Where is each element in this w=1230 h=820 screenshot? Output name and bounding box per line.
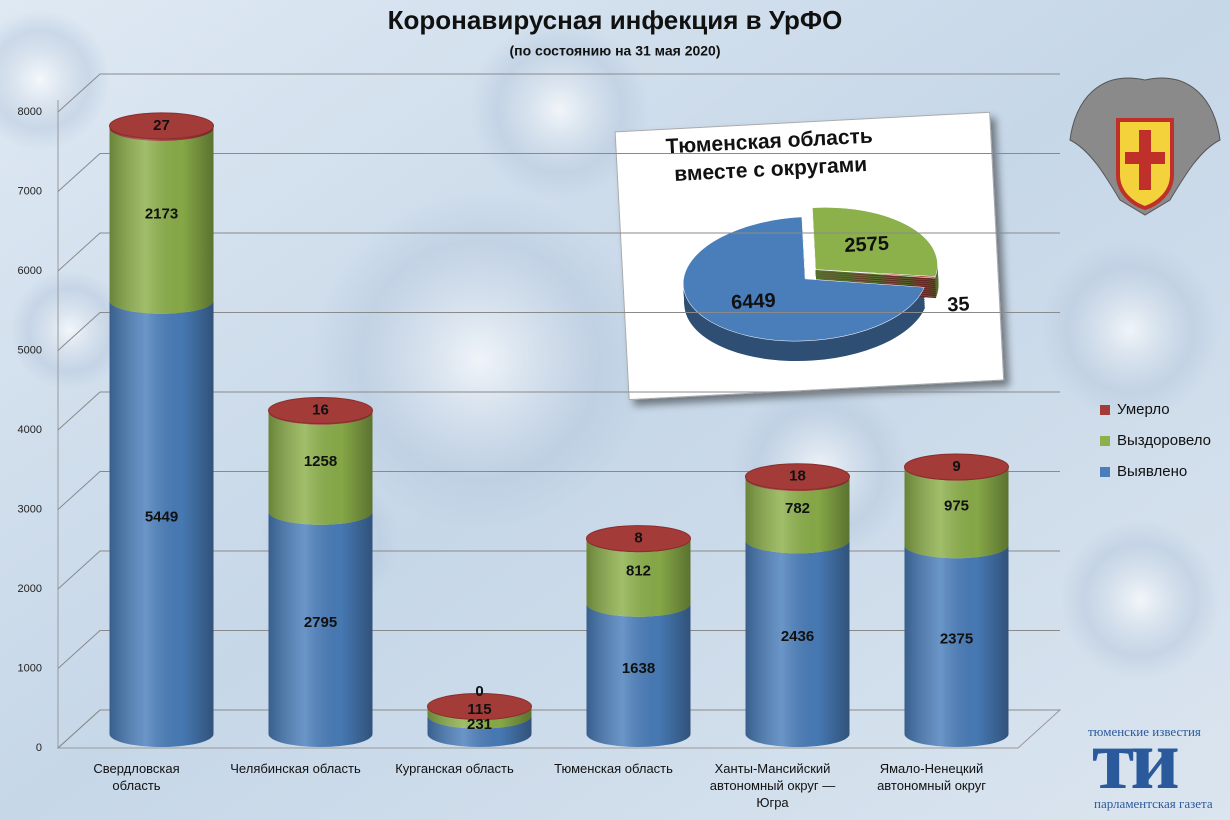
data-label: 27 (153, 117, 170, 134)
cylinder-top (268, 397, 373, 425)
data-label: 18 (789, 468, 806, 485)
pie-slice (815, 269, 936, 279)
cylinder-top (745, 463, 850, 491)
emblem (1069, 77, 1221, 216)
pie-inset: 6449 2575 35 (614, 111, 1005, 401)
grid-line (57, 709, 1060, 749)
grid-line (57, 391, 1060, 431)
x-tick-label: Челябинская область (230, 761, 361, 776)
x-tick-label: Тюменская область (554, 761, 673, 776)
data-label: 1638 (622, 660, 655, 677)
cylinder-top (109, 112, 214, 140)
data-label: 2436 (781, 628, 814, 645)
legend-swatch (1100, 436, 1110, 446)
pie-data-label: 2575 (844, 233, 890, 257)
data-label: 8 (634, 530, 642, 547)
legend-label: Выявлено (1117, 463, 1187, 480)
data-label: 9 (952, 458, 960, 475)
cylinder-top (427, 692, 532, 720)
legend-swatch (1100, 405, 1110, 415)
logo-bottom: парламентская газета (1094, 796, 1213, 811)
grid-line (57, 471, 1060, 510)
y-tick-label: 8000 (18, 106, 42, 118)
pie-side (815, 273, 936, 283)
pie-side (815, 271, 936, 281)
x-tick-label: Ямало-Ненецкий автономный округ (877, 761, 986, 793)
grid-line (57, 153, 1060, 192)
data-label: 16 (312, 401, 329, 418)
legend-label: Умерло (1117, 401, 1170, 418)
grid-line (57, 232, 1060, 272)
data-label: 782 (785, 500, 810, 517)
data-label: 231 (467, 716, 492, 733)
grid-line (57, 73, 1060, 113)
logo-top: тюменские известия (1088, 724, 1201, 739)
data-label: 2795 (304, 614, 337, 631)
y-tick-label: 4000 (18, 424, 42, 436)
chart-title: Коронавирусная инфекция в УрФО (388, 5, 843, 35)
data-label: 1258 (304, 453, 337, 470)
logo-mark: ти (1092, 711, 1180, 807)
data-label: 812 (626, 562, 651, 579)
data-label: 115 (467, 701, 491, 718)
y-tick-label: 1000 (18, 662, 42, 674)
x-tick-label: Ханты-Мансийский автономный округ — Югра (709, 761, 836, 810)
grid-line (57, 630, 1060, 669)
data-label: 975 (944, 497, 969, 514)
y-tick-label: 0 (36, 742, 42, 754)
y-tick-label: 7000 (18, 185, 42, 197)
legend-swatch (1100, 467, 1110, 477)
x-tick-label: Свердловская область (93, 761, 180, 793)
pie-data-label: 35 (947, 293, 970, 316)
y-tick-label: 2000 (18, 583, 42, 595)
chart-subtitle: (по состоянию на 31 мая 2020) (509, 43, 720, 59)
data-label: 0 (475, 683, 483, 700)
legend-label: Выздоровело (1117, 432, 1211, 449)
y-tick-label: 3000 (18, 503, 42, 515)
data-label: 2173 (145, 205, 178, 222)
cylinder-top (904, 453, 1009, 481)
pie-slice (812, 207, 938, 277)
x-tick-label: Курганская область (395, 761, 514, 776)
y-tick-label: 6000 (18, 265, 42, 277)
pie-data-label: 6449 (731, 290, 777, 314)
grid-line (57, 312, 1060, 351)
data-label: 5449 (145, 508, 178, 525)
pie-side (815, 275, 936, 285)
y-tick-label: 5000 (18, 344, 42, 356)
cylinder-top (586, 525, 691, 553)
data-label: 2375 (940, 631, 973, 648)
pie-side (816, 277, 936, 287)
grid-line (57, 550, 1060, 590)
